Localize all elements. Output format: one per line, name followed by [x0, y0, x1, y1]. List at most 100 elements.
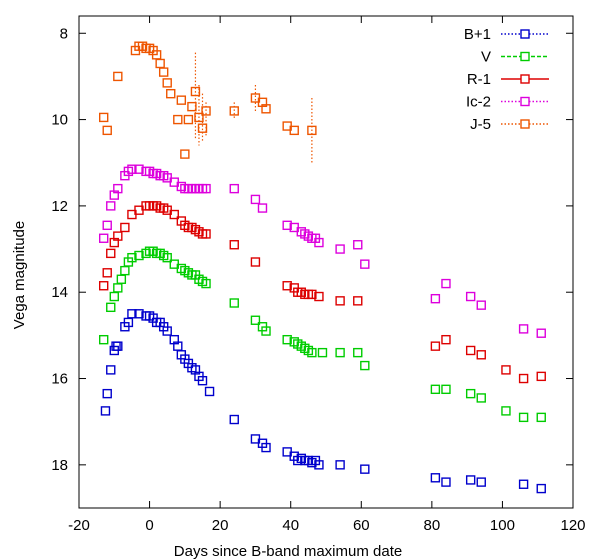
data-point: [518, 479, 529, 489]
data-point: [430, 293, 441, 304]
data-point: [353, 347, 363, 358]
data-point: [465, 345, 476, 356]
legend-marker: [520, 119, 530, 129]
data-point: [335, 244, 345, 254]
data-point: [430, 341, 441, 351]
data-point: [176, 95, 187, 105]
data-point: [536, 371, 546, 382]
data-point: [317, 347, 328, 358]
x-tick-label: 0: [145, 517, 153, 534]
data-point: [335, 347, 345, 358]
legend: B+1 V R-1 Ic-2 J-5: [464, 26, 549, 133]
data-point: [441, 477, 451, 487]
data-point: [250, 257, 261, 267]
y-tick-label: 12: [51, 198, 68, 215]
y-axis-label: Vega magnitude: [11, 221, 28, 329]
data-point: [197, 123, 208, 133]
data-point: [173, 114, 183, 125]
data-point: [190, 86, 201, 97]
data-point: [261, 104, 271, 114]
data-point: [353, 296, 363, 306]
data-point: [250, 194, 261, 205]
data-point: [120, 222, 130, 233]
data-point: [166, 88, 176, 99]
data-point: [194, 112, 204, 123]
x-tick-label: 60: [353, 517, 370, 534]
plot-border: [78, 15, 574, 509]
data-point: [134, 309, 144, 319]
data-point: [106, 201, 116, 211]
data-point: [261, 326, 271, 336]
data-point: [197, 375, 208, 386]
data-point: [229, 414, 239, 425]
data-point: [360, 464, 370, 474]
x-tick-label: 20: [212, 517, 229, 534]
data-point: [335, 296, 345, 306]
legend-marker: [520, 51, 530, 62]
x-tick-label: 120: [560, 517, 585, 534]
data-point: [201, 278, 211, 289]
data-point: [353, 240, 363, 250]
data-point: [465, 475, 476, 485]
data-point: [102, 388, 112, 399]
data-point: [314, 291, 324, 302]
data-point: [229, 106, 239, 116]
data-point: [261, 442, 271, 453]
data-point: [501, 406, 511, 416]
data-point: [229, 183, 239, 194]
legend-marker: [520, 96, 530, 107]
data-point: [465, 388, 476, 399]
data-point: [518, 373, 529, 384]
data-point: [113, 231, 123, 241]
data-point: [282, 281, 292, 291]
data-point: [430, 384, 441, 395]
data-point: [201, 183, 211, 194]
data-point: [536, 412, 546, 423]
data-point: [257, 203, 268, 213]
data-point: [536, 483, 546, 494]
legend-label: R-1: [467, 71, 491, 88]
data-point: [282, 334, 292, 345]
data-point: [102, 268, 112, 278]
data-point: [536, 328, 546, 338]
data-point: [106, 248, 116, 259]
data-point: [465, 291, 476, 302]
data-point: [335, 460, 345, 470]
data-point: [314, 237, 324, 248]
data-point: [201, 106, 211, 116]
data-point: [187, 101, 197, 112]
data-point: [201, 229, 211, 239]
data-point: [307, 347, 317, 358]
data-point: [289, 125, 299, 136]
legend-label: Ic-2: [466, 94, 491, 111]
data-point: [204, 386, 215, 397]
data-point: [113, 341, 123, 351]
data-point: [314, 460, 324, 470]
y-tick-label: 14: [51, 284, 68, 301]
data-point: [127, 309, 137, 319]
data-point: [501, 365, 511, 375]
data-point: [441, 278, 451, 289]
data-point: [106, 365, 116, 375]
y-tick-label: 16: [51, 371, 68, 388]
plot-frame: [78, 15, 574, 509]
x-tick-label: 100: [490, 517, 515, 534]
x-axis-label: Days since B-band maximum date: [174, 543, 402, 560]
data-point: [113, 183, 123, 194]
data-point: [229, 240, 239, 250]
data-point: [113, 71, 123, 82]
data-point: [282, 220, 292, 231]
data-point: [441, 384, 451, 395]
data-point: [162, 252, 172, 263]
data-point: [441, 334, 451, 345]
data-point: [98, 281, 109, 291]
data-point: [134, 164, 144, 174]
data-point: [162, 326, 172, 336]
data-point: [180, 149, 190, 159]
data-point: [476, 350, 486, 360]
data-point: [360, 259, 370, 269]
legend-label: J-5: [470, 116, 491, 133]
data-point: [100, 406, 111, 416]
y-tick-label: 10: [51, 112, 68, 129]
